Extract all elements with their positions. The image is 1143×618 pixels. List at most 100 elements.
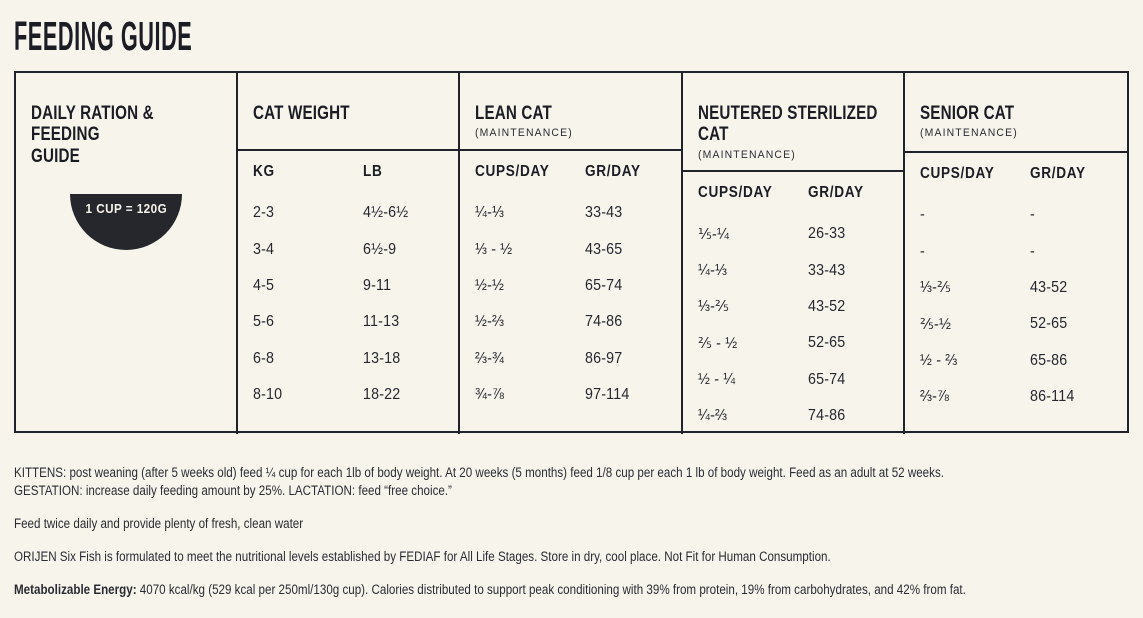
grams-value: 43-65 [585, 240, 623, 258]
cups-value: ⅖ - ½ [697, 334, 737, 352]
kg-value: 6-8 [253, 349, 275, 367]
grams-value: 33-43 [585, 204, 623, 222]
cups-value: - [919, 206, 925, 224]
kg-value: 2-3 [253, 204, 275, 222]
table-row: ⅓-⅖ 43-52 [698, 289, 903, 325]
cups-value: ¼-⅓ [475, 204, 505, 222]
table-row: ⅓ - ½ 43-65 [475, 231, 680, 267]
cups-value: ½ - ¼ [697, 370, 735, 388]
grams-value: - [1029, 242, 1035, 260]
column-senior-cat: SENIOR CAT (MAINTENANCE) CUPS/DAY GR/DAY… [904, 73, 1127, 434]
table-row: - - [920, 197, 1127, 233]
cups-value: ⅕-¼ [697, 225, 729, 243]
table-row: ½-½ 65-74 [475, 268, 680, 304]
grams-value: 43-52 [807, 297, 845, 315]
grams-value: 74-86 [807, 407, 845, 425]
kg-value: 8-10 [253, 386, 283, 404]
note-kittens-line1: KITTENS: post weaning (after 5 weeks old… [14, 465, 944, 480]
energy-label: Metabolizable Energy: [14, 582, 137, 597]
cups-value: ⅔-⅞ [919, 388, 949, 406]
grams-value: 86-114 [1029, 388, 1075, 406]
neutered-cat-header: NEUTERED STERILIZED CAT (MAINTENANCE) [682, 73, 903, 172]
note-metabolizable-energy: Metabolizable Energy: 4070 kcal/kg (529 … [14, 581, 966, 599]
grams-value: 26-33 [807, 225, 845, 243]
subheader-gr-day: GR/DAY [1029, 165, 1086, 182]
lb-value: 11-13 [363, 313, 400, 331]
grams-value: 43-52 [1029, 278, 1068, 296]
subheader-lb: LB [363, 163, 383, 180]
table-row: ⅕-¼ 26-33 [698, 216, 903, 252]
lb-value: 9-11 [363, 276, 392, 294]
cups-value: ¼-⅔ [697, 407, 727, 425]
neutered-cat-title: NEUTERED STERILIZED CAT [697, 103, 878, 146]
cups-value: ⅓ - ½ [475, 240, 513, 258]
column-neutered-cat: NEUTERED STERILIZED CAT (MAINTENANCE) CU… [682, 73, 905, 435]
neutered-cat-rows: ⅕-¼ 26-33 ¼-⅓ 33-43 ⅓-⅖ 43-52 ⅖ - ½ 52-6… [683, 210, 903, 434]
subheader-cups-day: CUPS/DAY [475, 163, 550, 180]
table-row: ⅖ - ½ 52-65 [698, 325, 903, 361]
cat-weight-title: CAT WEIGHT [253, 103, 350, 124]
lb-value: 18-22 [363, 386, 401, 404]
table-row: ¼-⅔ 74-86 [698, 398, 903, 434]
cups-value: ⅖-½ [919, 315, 951, 333]
subheader-gr-day: GR/DAY [807, 184, 864, 201]
grams-value: 97-114 [585, 386, 630, 404]
cups-value: ¼-⅓ [697, 261, 727, 279]
subheader-cups-day: CUPS/DAY [697, 184, 773, 201]
table-row: ⅔-⅞ 86-114 [920, 379, 1127, 415]
table-row: 6-8 13-18 [253, 341, 458, 377]
lb-value: 6½-9 [363, 240, 397, 258]
grams-value: 52-65 [1029, 315, 1068, 333]
kg-value: 3-4 [253, 240, 275, 258]
cups-value: - [919, 242, 925, 260]
table-row: ⅖-½ 52-65 [920, 306, 1127, 342]
cat-weight-subheaders: KG LB [238, 151, 458, 189]
grams-value: 65-74 [807, 370, 845, 388]
cat-weight-rows: 2-3 4½-6½ 3-4 6½-9 4-5 9-11 5-6 11-13 6-… [238, 189, 458, 413]
table-row: 2-3 4½-6½ [253, 195, 458, 231]
cups-value: ⅔-¾ [475, 349, 505, 367]
cups-value: ¾-⅞ [475, 386, 505, 404]
grams-value: 65-86 [1029, 351, 1068, 369]
table-row: ½ - ⅔ 65-86 [920, 343, 1127, 379]
table-row: 5-6 11-13 [253, 304, 458, 340]
cups-value: ⅓-⅖ [919, 279, 951, 297]
page-title: FEEDING GUIDE [14, 13, 193, 59]
table-row: 3-4 6½-9 [253, 231, 458, 267]
table-row: ¼-⅓ 33-43 [475, 195, 680, 231]
lean-cat-subheaders: CUPS/DAY GR/DAY [460, 151, 680, 189]
daily-ration-header: DAILY RATION & FEEDING GUIDE [16, 73, 236, 167]
cup-equals-label: 1 CUP = 120G [85, 201, 167, 216]
table-row: - - [920, 233, 1127, 269]
cat-weight-header: CAT WEIGHT [238, 73, 459, 151]
senior-cat-rows: - - - - ⅓-⅖ 43-52 ⅖-½ 52-65 ½ - ⅔ 65-86 … [905, 191, 1127, 415]
energy-text: 4070 kcal/kg (529 kcal per 250ml/130g cu… [136, 582, 966, 597]
cups-value: ⅓-⅖ [697, 298, 729, 316]
note-fediaf: ORIJEN Six Fish is formulated to meet th… [14, 549, 831, 564]
table-row: 8-10 18-22 [253, 377, 458, 413]
note-gestation-line2: GESTATION: increase daily feeding amount… [14, 482, 452, 498]
senior-cat-title: SENIOR CAT [919, 103, 1015, 124]
cup-equals-badge: 1 CUP = 120G [70, 194, 183, 250]
cups-value: ½ - ⅔ [919, 351, 958, 369]
table-row: ½-⅔ 74-86 [475, 304, 680, 340]
lean-cat-rows: ¼-⅓ 33-43 ⅓ - ½ 43-65 ½-½ 65-74 ½-⅔ 74-8… [460, 189, 680, 413]
column-lean-cat: LEAN CAT (MAINTENANCE) CUPS/DAY GR/DAY ¼… [460, 73, 683, 435]
column-daily-ration: DAILY RATION & FEEDING GUIDE 1 CUP = 120… [16, 73, 239, 435]
grams-value: 74-86 [585, 313, 623, 331]
table-row: ¼-⅓ 33-43 [698, 252, 903, 288]
table-row: ½ - ¼ 65-74 [698, 362, 903, 398]
note-kittens-gestation: KITTENS: post weaning (after 5 weeks old… [14, 464, 944, 499]
grams-value: 86-97 [585, 349, 623, 367]
table-row: ⅔-¾ 86-97 [475, 341, 680, 377]
cups-value: ½-½ [475, 276, 505, 294]
lean-cat-header: LEAN CAT (MAINTENANCE) [460, 73, 681, 151]
lean-cat-title: LEAN CAT [475, 103, 553, 124]
lb-value: 13-18 [363, 349, 401, 367]
subheader-gr-day: GR/DAY [585, 163, 642, 180]
neutered-cat-subtitle: (MAINTENANCE) [697, 148, 796, 161]
senior-cat-subtitle: (MAINTENANCE) [919, 127, 1018, 140]
column-cat-weight: CAT WEIGHT KG LB 2-3 4½-6½ 3-4 6½-9 4-5 … [238, 73, 461, 435]
note-feed-water: Feed twice daily and provide plenty of f… [14, 516, 304, 531]
daily-ration-title: DAILY RATION & FEEDING GUIDE [31, 103, 154, 167]
